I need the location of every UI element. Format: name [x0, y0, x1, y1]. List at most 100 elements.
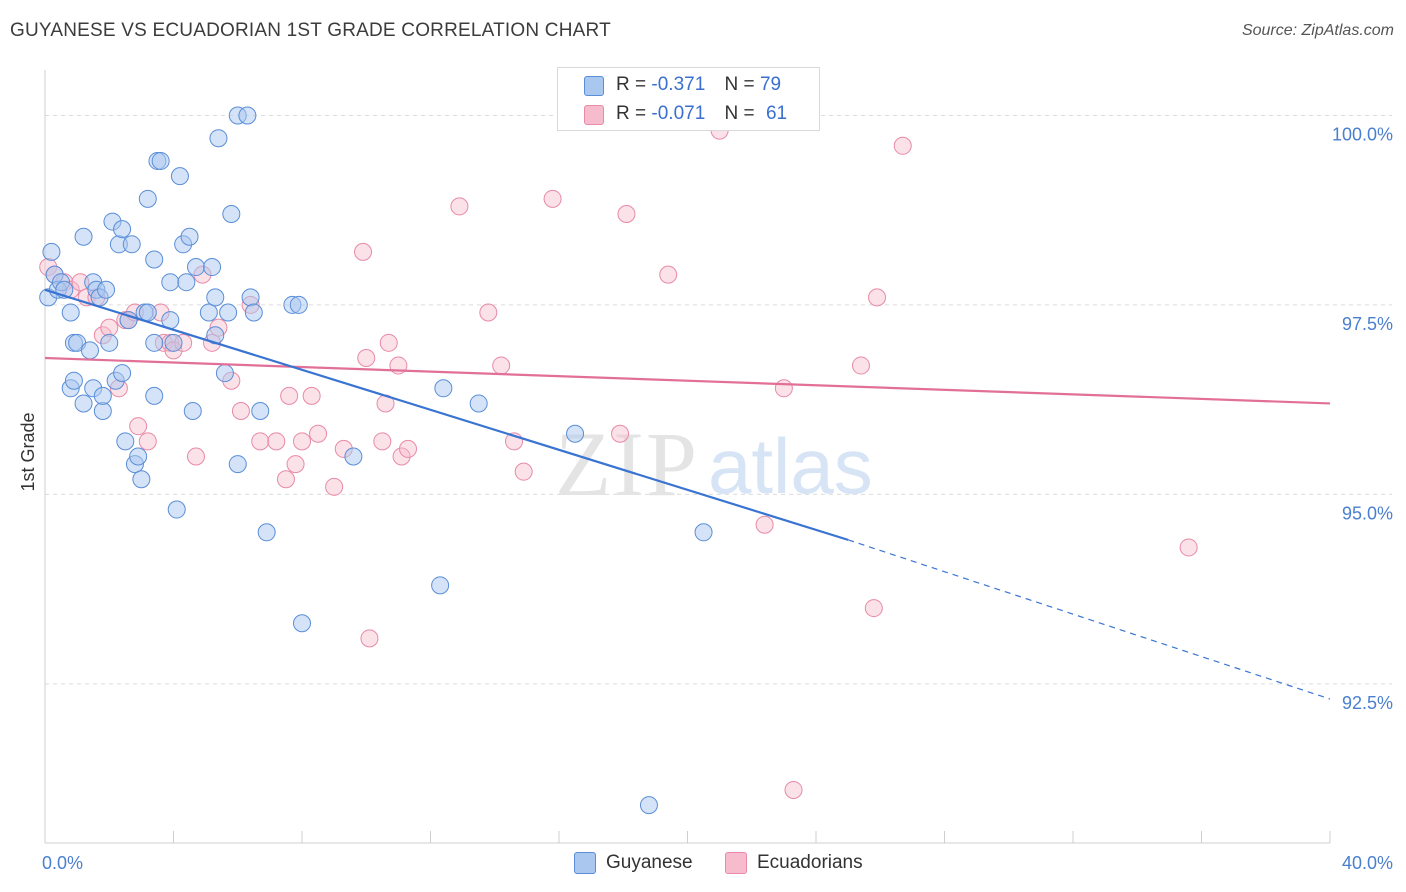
- guyanese-point: [344, 447, 363, 466]
- ecuadorian-point: [659, 265, 678, 284]
- guyanese-point: [431, 576, 450, 595]
- guyanese-point: [257, 523, 276, 542]
- r-value: -0.071: [651, 103, 706, 124]
- guyanese-point: [145, 333, 164, 352]
- ecuadorian-point: [864, 599, 883, 618]
- grid-lines: [45, 114, 1392, 685]
- y-axis-title: 1st Grade: [18, 412, 38, 491]
- guyanese-trend-extension: [847, 539, 1331, 700]
- guyanese-point: [639, 796, 658, 815]
- guyanese-point: [228, 455, 247, 474]
- y-tick-labels: 100.0% 97.5% 95.0% 92.5%: [1332, 124, 1393, 712]
- guyanese-point: [222, 204, 241, 223]
- guyanese-point: [209, 129, 228, 148]
- guyanese-point: [206, 288, 225, 307]
- ecuadorian-point: [267, 432, 286, 451]
- ecuadorian-point: [251, 432, 270, 451]
- guyanese-point: [132, 470, 151, 489]
- series-guyanese: [39, 106, 713, 815]
- ecuadorian-point: [293, 432, 311, 451]
- guyanese-point: [138, 189, 157, 208]
- y-tick-label: 95.0%: [1342, 503, 1393, 523]
- guyanese-point: [203, 258, 222, 277]
- guyanese-point: [93, 386, 112, 405]
- guyanese-point: [113, 364, 132, 383]
- ecuadorian-point: [755, 515, 774, 534]
- guyanese-point: [167, 500, 186, 519]
- ecuadorian-point: [868, 288, 887, 307]
- guyanese-trend-line: [44, 288, 849, 541]
- guyanese-point: [289, 295, 308, 314]
- guyanese-point: [100, 333, 119, 352]
- ecuadorian-point: [280, 386, 299, 405]
- guyanese-point: [199, 303, 218, 322]
- guyanese-point: [215, 364, 234, 383]
- ecuadorian-point: [851, 356, 870, 375]
- n-label: N =: [724, 103, 755, 124]
- x-tick-labels: 0.0% 40.0%: [42, 853, 1393, 873]
- watermark: ZIP atlas: [555, 413, 873, 515]
- x-tick-label: 0.0%: [42, 853, 83, 873]
- legend-swatch-ecuadorians: [725, 852, 747, 874]
- ecuadorian-trend-line: [44, 356, 1331, 405]
- ecuadorian-point: [392, 447, 411, 466]
- n-label: N =: [724, 74, 755, 95]
- legend-item-guyanese: Guyanese: [574, 852, 693, 874]
- guyanese-point: [177, 273, 196, 292]
- ecuadorian-swatch: [584, 105, 604, 125]
- guyanese-point: [219, 303, 238, 322]
- ecuadorian-point: [309, 424, 328, 443]
- ecuadorian-point: [514, 462, 533, 481]
- legend-label-guyanese: Guyanese: [606, 852, 693, 873]
- guyanese-point: [694, 523, 713, 542]
- guyanese-point: [293, 614, 311, 633]
- y-tick-label: 92.5%: [1342, 693, 1393, 713]
- ecuadorian-point: [186, 447, 205, 466]
- guyanese-point: [145, 386, 164, 405]
- guyanese-point: [116, 432, 135, 451]
- guyanese-point: [74, 227, 93, 246]
- ecuadorian-point: [360, 629, 379, 648]
- chart-title: GUYANESE VS ECUADORIAN 1ST GRADE CORRELA…: [10, 20, 611, 41]
- guyanese-point: [170, 167, 189, 186]
- legend-label-ecuadorians: Ecuadorians: [757, 852, 863, 873]
- ecuadorian-point: [129, 417, 148, 436]
- guyanese-point: [80, 341, 99, 360]
- ecuadorian-point: [774, 379, 793, 398]
- ecuadorian-point: [231, 402, 250, 421]
- r-value: -0.371: [651, 74, 706, 95]
- ecuadorian-point: [286, 455, 305, 474]
- guyanese-point: [241, 288, 260, 307]
- ecuadorian-point: [373, 432, 392, 451]
- legend-item-ecuadorians: Ecuadorians: [725, 852, 863, 874]
- guyanese-point: [129, 447, 148, 466]
- guyanese-point: [119, 311, 138, 330]
- guyanese-point: [183, 402, 202, 421]
- bottom-legend: Guyanese Ecuadorians: [0, 852, 1406, 878]
- guyanese-point: [566, 424, 585, 443]
- ecuadorian-point: [450, 197, 469, 216]
- ecuadorian-point: [784, 780, 803, 799]
- stats-text-guyanese: R = -0.371 N = 79: [616, 74, 781, 96]
- y-tick-label: 97.5%: [1342, 314, 1393, 334]
- guyanese-point: [122, 235, 141, 254]
- ecuadorian-point: [325, 477, 344, 496]
- ecuadorian-point: [611, 424, 630, 443]
- guyanese-point: [61, 303, 80, 322]
- guyanese-point: [434, 379, 453, 398]
- legend-swatch-guyanese: [574, 852, 596, 874]
- stats-text-ecuadorians: R = -0.071 N = 61: [616, 103, 787, 125]
- ecuadorian-point: [138, 432, 157, 451]
- ecuadorian-point: [617, 204, 636, 223]
- r-label: R =: [616, 103, 647, 124]
- stats-legend-box: R = -0.371 N = 79 R = -0.071 N = 61: [557, 67, 820, 131]
- guyanese-point: [74, 394, 93, 413]
- r-label: R =: [616, 74, 647, 95]
- ecuadorian-point: [893, 136, 912, 155]
- source-label: Source: ZipAtlas.com: [1241, 22, 1394, 39]
- ecuadorian-point: [357, 348, 376, 367]
- n-value: 79: [759, 74, 782, 95]
- guyanese-point: [42, 242, 61, 261]
- ecuadorian-point: [479, 303, 498, 322]
- ecuadorian-point: [1179, 538, 1198, 557]
